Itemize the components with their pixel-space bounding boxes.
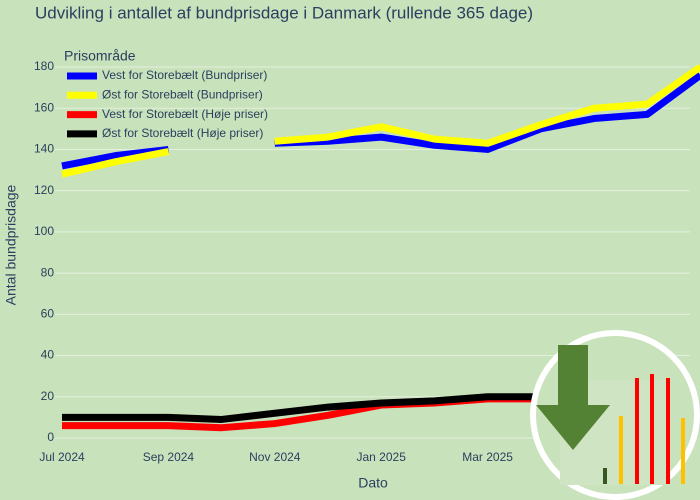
x-tick-label: Sep 2024: [143, 450, 195, 464]
y-tick-label: 140: [34, 142, 54, 156]
logo: [530, 330, 700, 500]
x-tick-label: Jul 2024: [39, 450, 85, 464]
legend-label: Vest for Storebælt (Høje priser): [102, 107, 268, 121]
y-tick-label: 20: [41, 389, 55, 403]
series-line: [274, 64, 700, 147]
y-tick-label: 40: [41, 348, 55, 362]
y-tick-label: 80: [41, 265, 55, 279]
series-line: [274, 72, 700, 153]
x-tick-label: Jan 2025: [357, 450, 407, 464]
legend-label: Øst for Storebælt (Bundpriser): [102, 87, 263, 101]
y-tick-label: 160: [34, 100, 54, 114]
y-tick-label: 60: [41, 307, 55, 321]
series-line: [61, 148, 170, 178]
x-axis-title: Dato: [358, 475, 388, 491]
legend-label: Vest for Storebælt (Bundpriser): [102, 68, 267, 82]
x-tick-label: Mar 2025: [462, 450, 513, 464]
legend-label: Øst for Storebælt (Høje priser): [102, 126, 263, 140]
series-line: [62, 393, 541, 423]
y-tick-label: 100: [34, 224, 54, 238]
legend-title: Prisområde: [64, 48, 136, 64]
lines: [61, 64, 700, 432]
chart-title: Udvikling i antallet af bundprisdage i D…: [35, 3, 533, 22]
legend: Vest for Storebælt (Bundpriser) Øst for S…: [67, 68, 268, 140]
y-axis-title: Antal bundprisdage: [3, 184, 19, 305]
y-tick-label: 180: [34, 59, 54, 73]
y-tick-label: 0: [47, 430, 54, 444]
y-tick-label: 120: [34, 183, 54, 197]
x-tick-label: Nov 2024: [249, 450, 301, 464]
